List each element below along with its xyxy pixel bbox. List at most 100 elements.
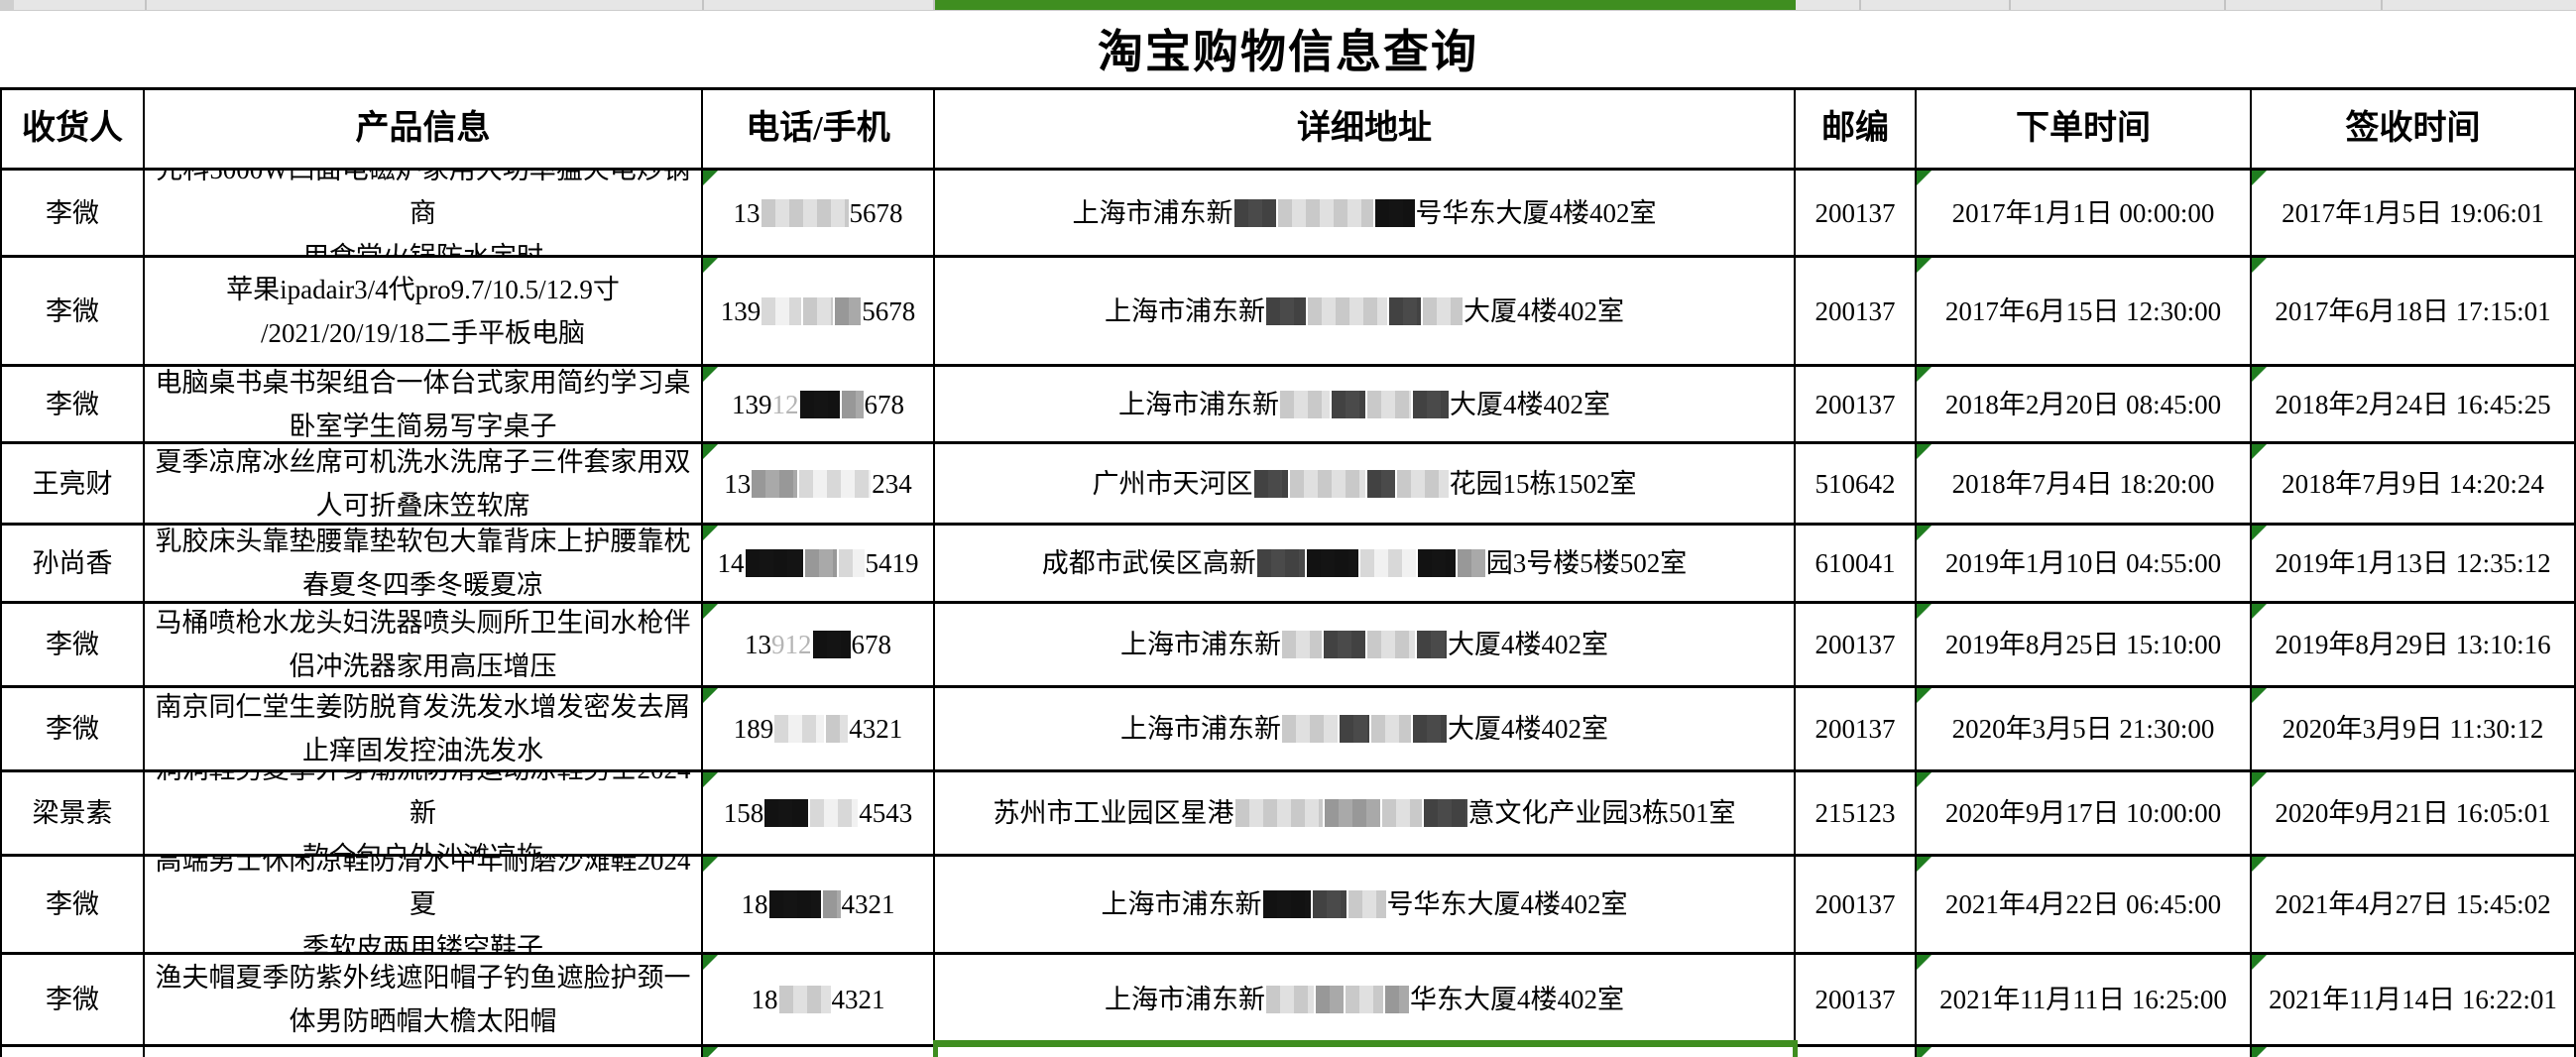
cell-sign_time[interactable] (2252, 1047, 2576, 1057)
cell-product[interactable]: 高端男士休闲凉鞋防滑水中年耐磨沙滩鞋2024夏 季软皮两用镂空鞋子 (145, 857, 703, 955)
cell-product[interactable]: 电脑桌书桌书架组合一体台式家用简约学习桌 卧室学生简易写字桌子 (145, 367, 703, 444)
cell-sign_time[interactable]: 2020年9月21日 16:05:01 (2252, 772, 2576, 857)
cell-zip[interactable]: 200137 (1796, 604, 1917, 688)
cell-sign_time[interactable]: 2019年1月13日 12:35:12 (2252, 526, 2576, 604)
cell-zip[interactable]: 200137 (1796, 857, 1917, 955)
cell-address[interactable]: 上海市浦东新 华东大厦4楼402室 (935, 955, 1796, 1047)
cell-address[interactable]: 上海市浦东新 大厦4楼402室 (935, 258, 1796, 367)
cell-phone[interactable] (703, 1047, 935, 1057)
header-phone[interactable]: 电话/手机 (703, 90, 935, 171)
cell-zip[interactable]: 200137 (1796, 955, 1917, 1047)
cell-order_time[interactable]: 2017年6月15日 12:30:00 (1917, 258, 2252, 367)
cell-sign_time[interactable]: 2021年4月27日 15:45:02 (2252, 857, 2576, 955)
header-product[interactable]: 产品信息 (145, 90, 703, 171)
cell-sign_time[interactable]: 2021年11月14日 16:22:01 (2252, 955, 2576, 1047)
table-row: 孙尚香 乳胶床头靠垫腰靠垫软包大靠背床上护腰靠枕 春夏冬四季冬暖夏凉 14 5419 成… (0, 526, 2576, 604)
cell-order_time[interactable]: 2018年2月20日 08:45:00 (1917, 367, 2252, 444)
cell-phone[interactable]: 158 4543 (703, 772, 935, 857)
cell-product[interactable]: 马桶喷枪水龙头妇洗器喷头厕所卫生间水枪伴 侣冲洗器家用高压增压 (145, 604, 703, 688)
cell-address[interactable]: 广州市天河区 花园15栋1502室 (935, 444, 1796, 526)
cell-zip[interactable]: 200137 (1796, 688, 1917, 772)
cell-order_time[interactable]: 2017年1月1日 00:00:00 (1917, 171, 2252, 258)
cell-recipient[interactable]: 李微 (0, 367, 145, 444)
cell-product[interactable]: 乳胶床头靠垫腰靠垫软包大靠背床上护腰靠枕 春夏冬四季冬暖夏凉 (145, 526, 703, 604)
cell-phone[interactable]: 13 234 (703, 444, 935, 526)
cell-phone[interactable]: 18 4321 (703, 955, 935, 1047)
cell-recipient[interactable]: 李微 (0, 688, 145, 772)
cell-sign_time[interactable]: 2018年2月24日 16:45:25 (2252, 367, 2576, 444)
censor-block (1233, 198, 1276, 227)
censor-block (1374, 198, 1415, 227)
cell-order_time[interactable] (1917, 1047, 2252, 1057)
cell-recipient[interactable]: 孙尚香 (0, 526, 145, 604)
cell-product[interactable]: 渔夫帽夏季防紫外线遮阳帽子钓鱼遮脸护颈一 体男防晒帽大檐太阳帽 (145, 955, 703, 1047)
cell-recipient[interactable]: 梁景素 (0, 772, 145, 857)
cell-order_time[interactable]: 2019年1月10日 04:55:00 (1917, 526, 2252, 604)
header-zip[interactable]: 邮编 (1796, 90, 1917, 171)
cell-order_time[interactable]: 2020年9月17日 10:00:00 (1917, 772, 2252, 857)
cell-phone[interactable]: 189 4321 (703, 688, 935, 772)
cell-recipient[interactable]: 李微 (0, 171, 145, 258)
cell-zip[interactable]: 610041 (1796, 526, 1917, 604)
cell-order_time[interactable]: 2021年4月22日 06:45:00 (1917, 857, 2252, 955)
cell-zip[interactable] (1796, 1047, 1917, 1057)
header-order_time[interactable]: 下单时间 (1917, 90, 2252, 171)
cell-product[interactable]: 南京同仁堂生姜防脱育发洗发水增发密发去屑 止痒固发控油洗发水 (145, 688, 703, 772)
cell-address[interactable]: 成都市武侯区高新 园3号楼5楼502室 (935, 526, 1796, 604)
blurred-text: 912 (771, 630, 812, 659)
cell-zip[interactable]: 200137 (1796, 367, 1917, 444)
page-title: 淘宝购物信息查询 (1098, 27, 1478, 77)
cell-product[interactable]: 洞洞鞋男夏季外穿潮流防滑运动凉鞋男士2024新 款全包户外沙滩凉拖 (145, 772, 703, 857)
cell-address[interactable]: 上海市浦东新 大厦4楼402室 (935, 688, 1796, 772)
cell-sign_time[interactable]: 2017年1月5日 19:06:01 (2252, 171, 2576, 258)
cell-product[interactable] (145, 1047, 703, 1057)
cell-phone[interactable]: 13 5678 (703, 171, 935, 258)
cell-zip[interactable]: 215123 (1796, 772, 1917, 857)
cell-recipient[interactable]: 王亮财 (0, 444, 145, 526)
cell-zip[interactable]: 200137 (1796, 171, 1917, 258)
cell-sign_time[interactable]: 2020年3月9日 11:30:12 (2252, 688, 2576, 772)
selection-border-right (1793, 1040, 1798, 1057)
cell-address[interactable] (935, 1047, 1796, 1057)
cell-sign_time[interactable]: 2019年8月29日 13:10:16 (2252, 604, 2576, 688)
censor-block (1423, 296, 1463, 325)
cell-recipient[interactable] (0, 1047, 145, 1057)
censor-block (1256, 549, 1305, 577)
cell-address[interactable]: 上海市浦东新 大厦4楼402室 (935, 367, 1796, 444)
cell-product[interactable]: 夏季凉席冰丝席可机洗水洗席子三件套家用双 人可折叠床笠软席 (145, 444, 703, 526)
cell-phone[interactable]: 139 5678 (703, 258, 935, 367)
cell-zip[interactable]: 200137 (1796, 258, 1917, 367)
cell-recipient[interactable]: 李微 (0, 955, 145, 1047)
cell-phone[interactable]: 18 4321 (703, 857, 935, 955)
table-row: 李微 苹果ipadair3/4代pro9.7/10.5/12.9寸 /2021/2… (0, 258, 2576, 367)
header-address[interactable]: 详细地址 (935, 90, 1796, 171)
censor-block (1266, 986, 1314, 1013)
cell-sign_time[interactable]: 2018年7月9日 14:20:24 (2252, 444, 2576, 526)
censor-block (1282, 631, 1322, 658)
cell-zip[interactable]: 510642 (1796, 444, 1917, 526)
censor-block (1417, 631, 1447, 658)
cell-recipient[interactable]: 李微 (0, 258, 145, 367)
cell-product[interactable]: 苹果ipadair3/4代pro9.7/10.5/12.9寸 /2021/20/… (145, 258, 703, 367)
cell-product[interactable]: 先科5000W凹面电磁炉家用大功率猛火电炒锅商 用食堂火锅防水定时 (145, 171, 703, 258)
censor-block (799, 390, 840, 418)
cell-order_time[interactable]: 2019年8月25日 15:10:00 (1917, 604, 2252, 688)
cell-address[interactable]: 苏州市工业园区星港 意文化产业园3栋501室 (935, 772, 1796, 857)
cell-recipient[interactable]: 李微 (0, 604, 145, 688)
cell-phone[interactable]: 14 5419 (703, 526, 935, 604)
cell-recipient[interactable]: 李微 (0, 857, 145, 955)
table-row: 李微 马桶喷枪水龙头妇洗器喷头厕所卫生间水枪伴 侣冲洗器家用高压增压 13 912 67… (0, 604, 2576, 688)
cell-address[interactable]: 上海市浦东新 号华东大厦4楼402室 (935, 857, 1796, 955)
cell-order_time[interactable]: 2021年11月11日 16:25:00 (1917, 955, 2252, 1047)
cell-address[interactable]: 上海市浦东新 号华东大厦4楼402室 (935, 171, 1796, 258)
cell-sign_time[interactable]: 2017年6月18日 17:15:01 (2252, 258, 2576, 367)
censor-block (1413, 715, 1447, 743)
header-sign_time[interactable]: 签收时间 (2252, 90, 2576, 171)
cell-order_time[interactable]: 2020年3月5日 21:30:00 (1917, 688, 2252, 772)
product-text: 南京同仁堂生姜防脱育发洗发水增发密发去屑 止痒固发控油洗发水 (155, 692, 691, 765)
cell-address[interactable]: 上海市浦东新 大厦4楼402室 (935, 604, 1796, 688)
header-recipient[interactable]: 收货人 (0, 90, 145, 171)
cell-order_time[interactable]: 2018年7月4日 18:20:00 (1917, 444, 2252, 526)
